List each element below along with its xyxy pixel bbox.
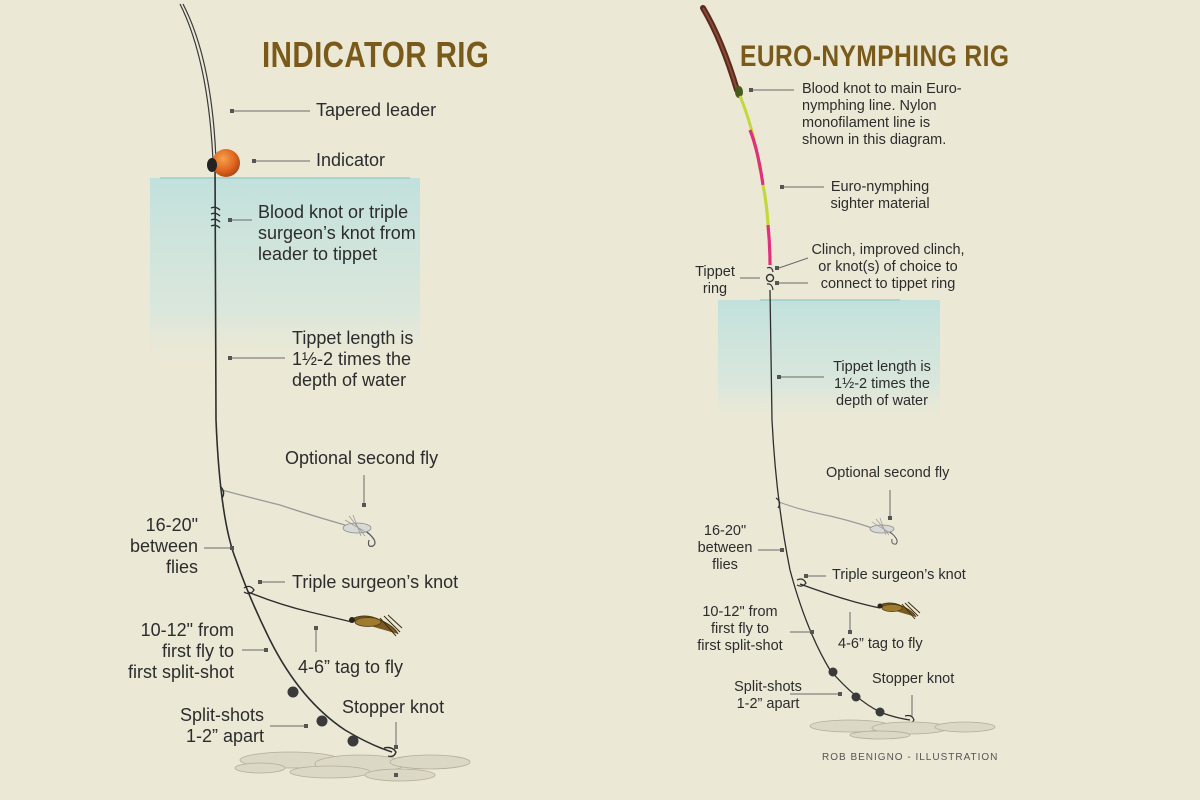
indicator-rig-drawing [150, 3, 471, 782]
label-clinch: Clinch, improved clinch, or knot(s) of c… [811, 242, 965, 293]
first-fly-tag [247, 591, 353, 623]
label-first-split-shot: 10-12" from first fly to first split-sho… [127, 620, 234, 683]
illustrator-credit: ROB BENIGNO - ILLUSTRATION [822, 752, 999, 763]
tippet-ring [765, 273, 775, 283]
label-euro-triple-surgeons-knot: Triple surgeon’s knot [832, 567, 966, 583]
blood-knot [210, 206, 221, 229]
euro-rig-drawing [700, 5, 996, 740]
label-stopper-knot: Stopper knot [342, 697, 445, 717]
riverbed [234, 751, 471, 782]
label-euro-split-shots: Split-shots 1-2” apart [734, 679, 802, 713]
split-shots [287, 686, 359, 747]
tippet-line [214, 159, 393, 753]
label-triple-surgeons-knot: Triple surgeon’s knot [292, 572, 459, 592]
water-band [150, 178, 420, 368]
label-between-flies: 16-20" between flies [129, 515, 198, 578]
indicator-bobber [212, 149, 240, 177]
label-euro-tippet-length: Tippet length is 1½-2 times the depth of… [833, 359, 931, 410]
label-split-shots: Split-shots 1-2” apart [179, 705, 264, 747]
tapered-leader-line [179, 3, 214, 161]
label-tag-to-fly: 4-6” tag to fly [298, 657, 404, 677]
stopper-knot [383, 746, 397, 758]
second-fly [869, 517, 898, 545]
fly-line [700, 5, 740, 93]
second-fly-tag [221, 489, 346, 526]
first-fly [877, 601, 921, 620]
label-optional-second-fly: Optional second fly [285, 448, 439, 468]
label-euro-tag-to-fly: 4-6” tag to fly [838, 636, 923, 652]
first-fly-tag [799, 583, 881, 609]
label-euro-first-split-shot: 10-12" from first fly to first split-sho… [697, 604, 783, 655]
label-blood-knot: Blood knot or triple surgeon’s knot from… [258, 202, 416, 265]
label-euro-optional-second-fly: Optional second fly [826, 465, 950, 481]
label-tapered-leader: Tapered leader [316, 100, 437, 120]
label-tippet-length: Tippet length is 1½-2 times the depth of… [292, 328, 414, 391]
water-band [718, 300, 940, 425]
label-tippet-ring: Tippet ring [695, 264, 735, 298]
callout-dots-left [228, 109, 398, 777]
riverbed [809, 719, 996, 740]
sighter-green [761, 184, 770, 226]
euro-rig-title: EURO-NYMPHING RIG [740, 40, 1010, 73]
second-fly [342, 514, 376, 547]
callout-lines-right [740, 89, 913, 716]
callout-dots-right [749, 88, 892, 696]
label-euro-between-flies: 16-20" between flies [697, 523, 753, 574]
sighter-pink-1 [748, 129, 765, 186]
sighter-pink-2 [766, 224, 772, 266]
indicator-rig-title: INDICATOR RIG [262, 34, 490, 75]
label-indicator: Indicator [316, 150, 386, 170]
callout-lines-left [204, 110, 397, 745]
label-euro-blood-knot: Blood knot to main Euro- nymphing line. … [802, 81, 962, 149]
label-sighter: Euro-nymphing sighter material [830, 179, 930, 213]
label-euro-stopper-knot: Stopper knot [872, 671, 955, 687]
second-fly-tag [778, 501, 873, 529]
split-shots [828, 667, 885, 717]
first-fly [349, 614, 403, 637]
